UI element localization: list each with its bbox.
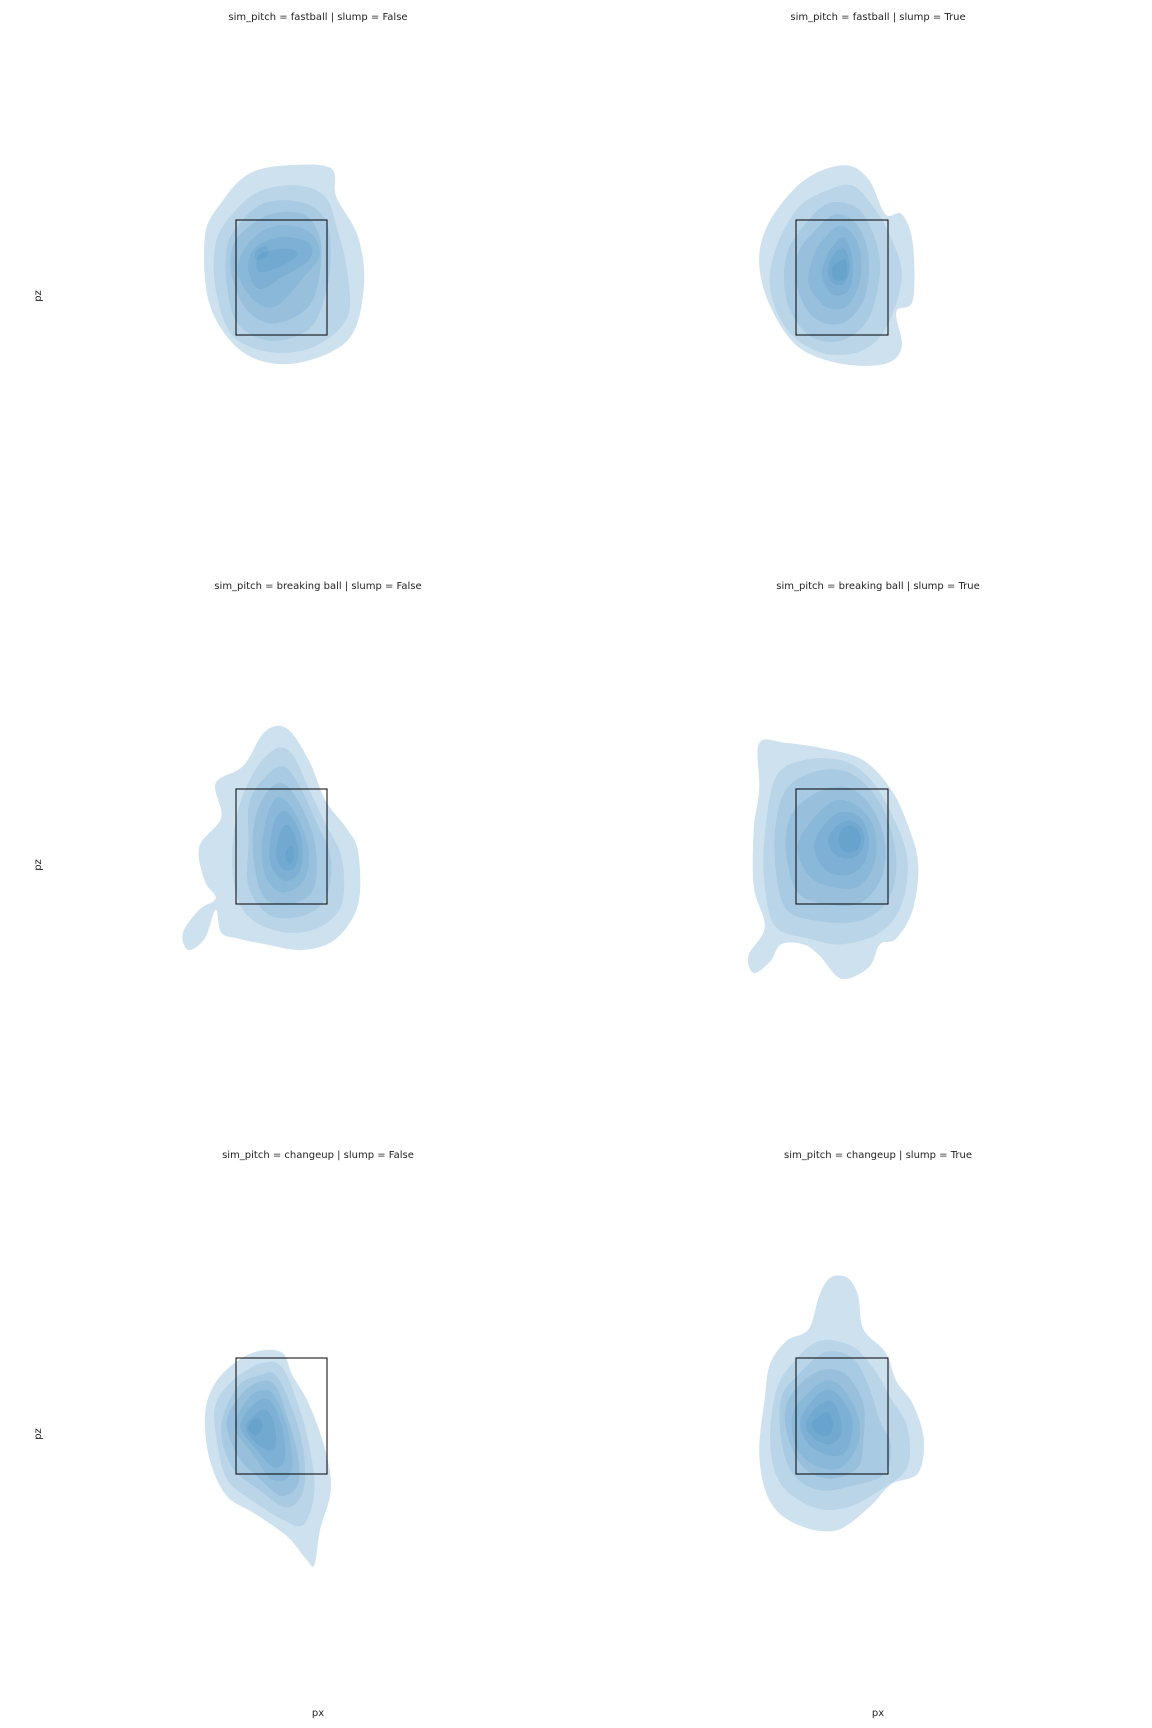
density-level-3 <box>225 200 331 341</box>
density-level-3 <box>774 769 897 924</box>
density-level-7 <box>827 820 865 859</box>
density-level-5 <box>261 797 310 893</box>
density-contours <box>759 165 915 366</box>
density-level-2 <box>213 185 351 354</box>
density-level-5 <box>808 225 862 310</box>
density-contours <box>203 164 365 365</box>
panel-breakingball-true: sim_pitch = breaking ball | slump = True <box>747 581 980 980</box>
panel-title: sim_pitch = breaking ball | slump = True <box>776 581 979 592</box>
density-level-1 <box>182 725 361 951</box>
density-level-7 <box>256 248 299 273</box>
panel-title: sim_pitch = changeup | slump = False <box>222 1150 414 1161</box>
density-level-5 <box>797 799 877 889</box>
density-level-8 <box>811 1412 834 1437</box>
strike-zone <box>795 788 889 905</box>
density-level-7 <box>275 824 299 871</box>
density-level-4 <box>784 1369 865 1479</box>
x-axis-label: px <box>872 1708 884 1719</box>
density-level-4 <box>785 786 886 907</box>
strike-zone <box>235 788 328 905</box>
panel-title: sim_pitch = changeup | slump = True <box>784 1150 972 1161</box>
density-level-6 <box>269 811 303 882</box>
density-level-2 <box>769 184 902 356</box>
density-level-7 <box>827 248 850 286</box>
density-level-2 <box>763 758 908 945</box>
y-axis-label: pz <box>33 290 44 302</box>
panel-title: sim_pitch = breaking ball | slump = Fals… <box>214 581 421 592</box>
density-level-4 <box>230 211 322 324</box>
density-level-6 <box>821 237 853 296</box>
density-contours <box>759 1275 925 1532</box>
density-level-4 <box>795 214 870 325</box>
density-contours <box>204 1349 332 1567</box>
density-level-6 <box>814 811 869 876</box>
density-level-5 <box>237 225 321 308</box>
density-level-2 <box>232 747 345 934</box>
y-axis-label: pz <box>33 1428 44 1440</box>
density-level-5 <box>234 1389 293 1482</box>
panel-title: sim_pitch = fastball | slump = False <box>228 12 407 23</box>
density-level-1 <box>747 739 919 980</box>
panel-changeup-true: sim_pitch = changeup | slump = True <box>759 1150 972 1532</box>
strike-zone <box>235 1357 328 1475</box>
density-level-7 <box>245 1409 277 1451</box>
panel-fastball-false: sim_pitch = fastball | slump = False <box>203 12 408 365</box>
strike-zone <box>235 219 328 336</box>
density-level-8 <box>831 259 848 281</box>
panel-changeup-false: sim_pitch = changeup | slump = False <box>204 1150 414 1567</box>
density-level-3 <box>779 1351 892 1491</box>
density-level-1 <box>759 1275 925 1532</box>
density-level-8 <box>254 245 269 261</box>
density-level-8 <box>838 826 861 853</box>
density-contours <box>747 739 919 980</box>
density-level-7 <box>805 1400 842 1445</box>
density-level-6 <box>800 1389 853 1457</box>
density-level-4 <box>252 783 317 905</box>
panel-fastball-true: sim_pitch = fastball | slump = True <box>759 12 966 366</box>
density-contours <box>182 725 361 951</box>
density-level-4 <box>226 1380 300 1497</box>
density-level-6 <box>248 237 313 290</box>
y-axis-label: pz <box>33 859 44 871</box>
panel-title: sim_pitch = fastball | slump = True <box>790 12 965 23</box>
density-level-1 <box>759 165 915 366</box>
density-level-8 <box>285 846 294 864</box>
density-level-5 <box>791 1380 860 1470</box>
strike-zone <box>795 219 889 336</box>
density-level-8 <box>248 1418 263 1436</box>
density-level-2 <box>770 1339 911 1511</box>
density-level-6 <box>240 1398 286 1468</box>
strike-zone <box>795 1357 889 1475</box>
density-level-3 <box>247 766 332 919</box>
panel-breakingball-false: sim_pitch = breaking ball | slump = Fals… <box>182 581 422 951</box>
density-level-2 <box>213 1361 315 1527</box>
x-axis-label: px <box>312 1708 324 1719</box>
density-level-3 <box>783 202 881 343</box>
density-level-1 <box>203 164 365 365</box>
